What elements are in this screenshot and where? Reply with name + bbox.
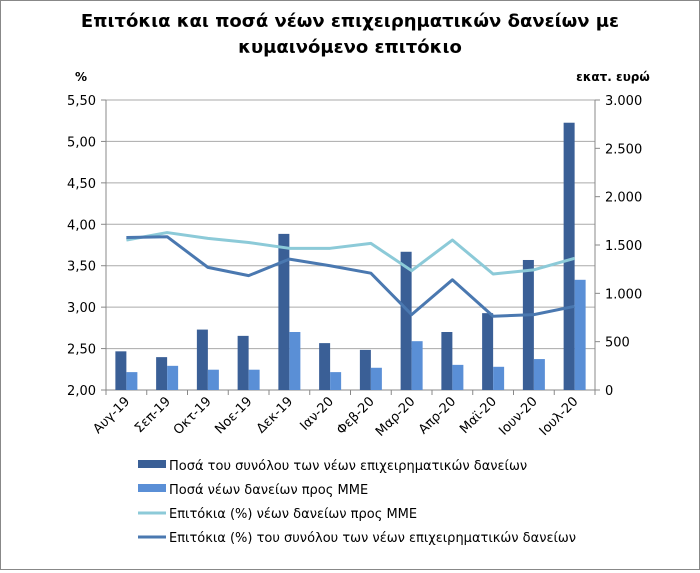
chart-title-line-2: κυμαινόμενο επιτόκιο	[238, 37, 462, 58]
left-tick-label: 5,50	[67, 94, 96, 109]
right-tick-label: 500	[605, 336, 630, 351]
right-tick-label: 2.000	[605, 191, 642, 206]
right-tick-label: 0	[605, 384, 613, 399]
left-tick-label: 2,50	[67, 343, 96, 358]
line-sme-rate	[126, 231, 576, 276]
x-tick-label: Μαϊ-20	[457, 394, 500, 437]
bar-sme-amount	[207, 369, 219, 390]
legend-swatch	[138, 484, 166, 492]
left-tick-label: 4,50	[67, 177, 96, 192]
right-tick-label: 2.500	[605, 142, 642, 157]
legend-swatch	[138, 460, 166, 468]
bar-total-amount	[400, 251, 412, 390]
left-tick-label: 4,00	[67, 218, 96, 233]
bar-sme-amount	[493, 366, 505, 390]
right-tick-label: 3.000	[605, 94, 642, 109]
legend-label: Επιτόκια (%) του συνόλου των νέων επιχει…	[169, 531, 576, 546]
chart-title-line-1: Επιτόκια και ποσά νέων επιχειρηματικών δ…	[81, 11, 619, 32]
bar-sme-amount	[452, 364, 464, 390]
bar-sme-amount	[289, 332, 301, 390]
bar-sme-amount	[533, 359, 545, 390]
bar-sme-amount	[574, 279, 586, 390]
x-tick-label: Ιουλ-20	[537, 394, 582, 439]
bar-total-amount	[278, 233, 290, 390]
x-tick-label: Ιαν-20	[297, 394, 337, 434]
bar-total-amount	[115, 351, 127, 390]
bar-total-amount	[359, 349, 371, 390]
right-tick-label: 1.000	[605, 287, 642, 302]
left-axis-unit: %	[75, 70, 87, 84]
bar-sme-amount	[370, 367, 382, 390]
bar-sme-amount	[126, 372, 138, 390]
x-tick-label: Σεπ-19	[132, 394, 174, 436]
legend-label: Ποσά του συνόλου των νέων επιχειρηματικώ…	[169, 459, 527, 474]
right-tick-label: 1.500	[605, 239, 642, 254]
x-tick-label: Ιουν-20	[496, 394, 540, 438]
bar-total-amount	[196, 329, 208, 390]
bar-sme-amount	[167, 365, 179, 390]
bar-total-amount	[482, 313, 494, 390]
bar-total-amount	[156, 357, 168, 390]
bar-sme-amount	[330, 372, 342, 390]
bar-total-amount	[563, 122, 575, 390]
x-tick-label: Μαρ-20	[373, 394, 418, 439]
left-tick-label: 5,00	[67, 135, 96, 150]
left-tick-label: 3,00	[67, 301, 96, 316]
right-axis-unit: εκατ. ευρώ	[576, 70, 650, 84]
x-tick-label: Αυγ-19	[91, 394, 134, 437]
bar-total-amount	[319, 343, 331, 390]
line-total-rate	[126, 235, 575, 318]
bar-total-amount	[237, 335, 249, 390]
x-tick-label: Δεκ-19	[254, 394, 296, 436]
x-tick-label: Οκτ-19	[171, 394, 215, 438]
left-tick-label: 2,00	[67, 384, 96, 399]
x-tick-label: Νοε-19	[212, 394, 255, 437]
bar-total-amount	[522, 259, 534, 390]
x-tick-label: Απρ-20	[416, 394, 459, 437]
bar-sme-amount	[411, 341, 423, 390]
left-tick-label: 3,50	[67, 260, 96, 275]
bar-sme-amount	[248, 369, 260, 390]
legend-label: Ποσά νέων δανείων προς ΜΜΕ	[169, 483, 368, 498]
legend-label: Επιτόκια (%) νέων δανείων προς ΜΜΕ	[169, 507, 417, 522]
bar-total-amount	[441, 332, 453, 390]
x-tick-label: Φεβ-20	[334, 394, 378, 438]
